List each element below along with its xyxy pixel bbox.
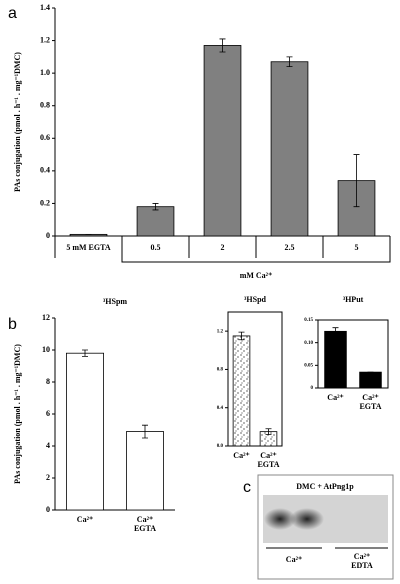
x-tick-label: 2 — [221, 243, 225, 252]
x-tick-label: Ca²⁺ — [327, 393, 344, 402]
y-tick-label: 8 — [46, 377, 50, 386]
x-tick-label-box: Ca²⁺ EGTA — [133, 515, 157, 533]
error-bar — [82, 349, 88, 357]
y-tick-label: 0.4 — [40, 166, 50, 175]
panel-label: b — [8, 316, 17, 333]
y-tick-label: 6 — [46, 409, 50, 418]
error-bar — [219, 38, 226, 53]
error-bar — [353, 154, 360, 208]
y-tick-label: 0.2 — [40, 198, 50, 207]
bar — [203, 45, 242, 237]
plot-frame — [317, 319, 389, 389]
y-tick-label: 0.8 — [40, 101, 50, 110]
gel-band — [264, 508, 296, 530]
bar — [359, 371, 382, 389]
bar — [324, 330, 347, 389]
x-tick-label-box: Ca²⁺ — [233, 451, 250, 460]
x-tick-label-box: Ca²⁺ — [327, 393, 344, 402]
error-bar — [142, 424, 148, 439]
error-bar — [332, 327, 339, 336]
bar — [270, 61, 309, 237]
y-tick-label: 0.10 — [304, 341, 313, 346]
y-axis-label: PAs conjugation (pmol . h⁻¹ . mg⁻¹DMC) — [13, 52, 22, 192]
y-tick-label: 0 — [46, 231, 50, 240]
panel-label: a — [8, 5, 17, 22]
chart-title: ³HSpd — [244, 295, 267, 304]
y-tick-label: 0.6 — [40, 133, 50, 142]
y-tick-label: 0.0 — [217, 444, 224, 449]
gel-band — [290, 508, 324, 530]
y-axis-label: PAs conjugation (pmol . h⁻¹ . mg⁻¹DMC) — [13, 344, 22, 484]
error-bar — [265, 428, 272, 435]
lane-label-box: Ca²⁺ EDTA — [351, 552, 373, 570]
bar — [136, 206, 175, 237]
chart-title: ³HSpm — [103, 297, 128, 306]
x-tick-label: Ca²⁺ — [76, 515, 94, 524]
y-tick-label: 4 — [46, 441, 50, 450]
x-tick-label: Ca²⁺ EGTA — [257, 451, 280, 469]
y-tick-label: 1.2 — [40, 35, 50, 44]
y-tick-label: 1.0 — [40, 68, 50, 77]
y-tick-label: 0 — [46, 505, 50, 514]
x-tick-label-box: Ca²⁺ EGTA — [257, 451, 280, 469]
y-tick-label: 10 — [42, 345, 50, 354]
error-bar — [152, 203, 159, 211]
x-tick-label-box: Ca²⁺ EGTA — [359, 393, 382, 411]
x-tick-label-box: Ca²⁺ — [76, 515, 94, 524]
y-tick-label: 1.4 — [40, 3, 50, 12]
error-bar — [286, 56, 293, 68]
panel-label: c — [243, 479, 251, 496]
y-tick-label: 0.4 — [217, 406, 224, 411]
bar — [232, 335, 251, 447]
error-bar — [238, 331, 245, 341]
group-bracket — [121, 258, 391, 263]
gel-frame — [257, 474, 394, 580]
plot-frame — [227, 311, 283, 447]
y-tick-label: 0 — [311, 386, 314, 391]
lane-label: Ca²⁺ — [286, 555, 302, 564]
chart-title: ³HPut — [343, 295, 364, 304]
y-tick-label: 2 — [46, 473, 50, 482]
y-tick-label: 0.8 — [217, 368, 224, 373]
y-tick-label: 1.2 — [217, 329, 224, 334]
x-tick-label: 5 — [355, 243, 359, 252]
group-label: mM Ca²⁺ — [240, 271, 273, 280]
x-tick-label: 0.5 — [151, 243, 161, 252]
y-tick-label: 0.15 — [304, 318, 313, 323]
x-tick-label: Ca²⁺ EGTA — [359, 393, 382, 411]
x-tick-label: Ca²⁺ — [233, 451, 250, 460]
y-tick-label: 12 — [42, 313, 50, 322]
x-tick-label: 2.5 — [285, 243, 295, 252]
bar — [66, 352, 105, 511]
x-tick-label: Ca²⁺ EGTA — [133, 515, 157, 533]
x-tick-label: 5 mM EGTA — [66, 243, 111, 252]
gel-title: DMC + AtPng1p — [296, 482, 354, 491]
lane-label: Ca²⁺ EDTA — [351, 552, 373, 570]
y-tick-label: 0.05 — [304, 363, 313, 368]
bar — [126, 431, 165, 511]
